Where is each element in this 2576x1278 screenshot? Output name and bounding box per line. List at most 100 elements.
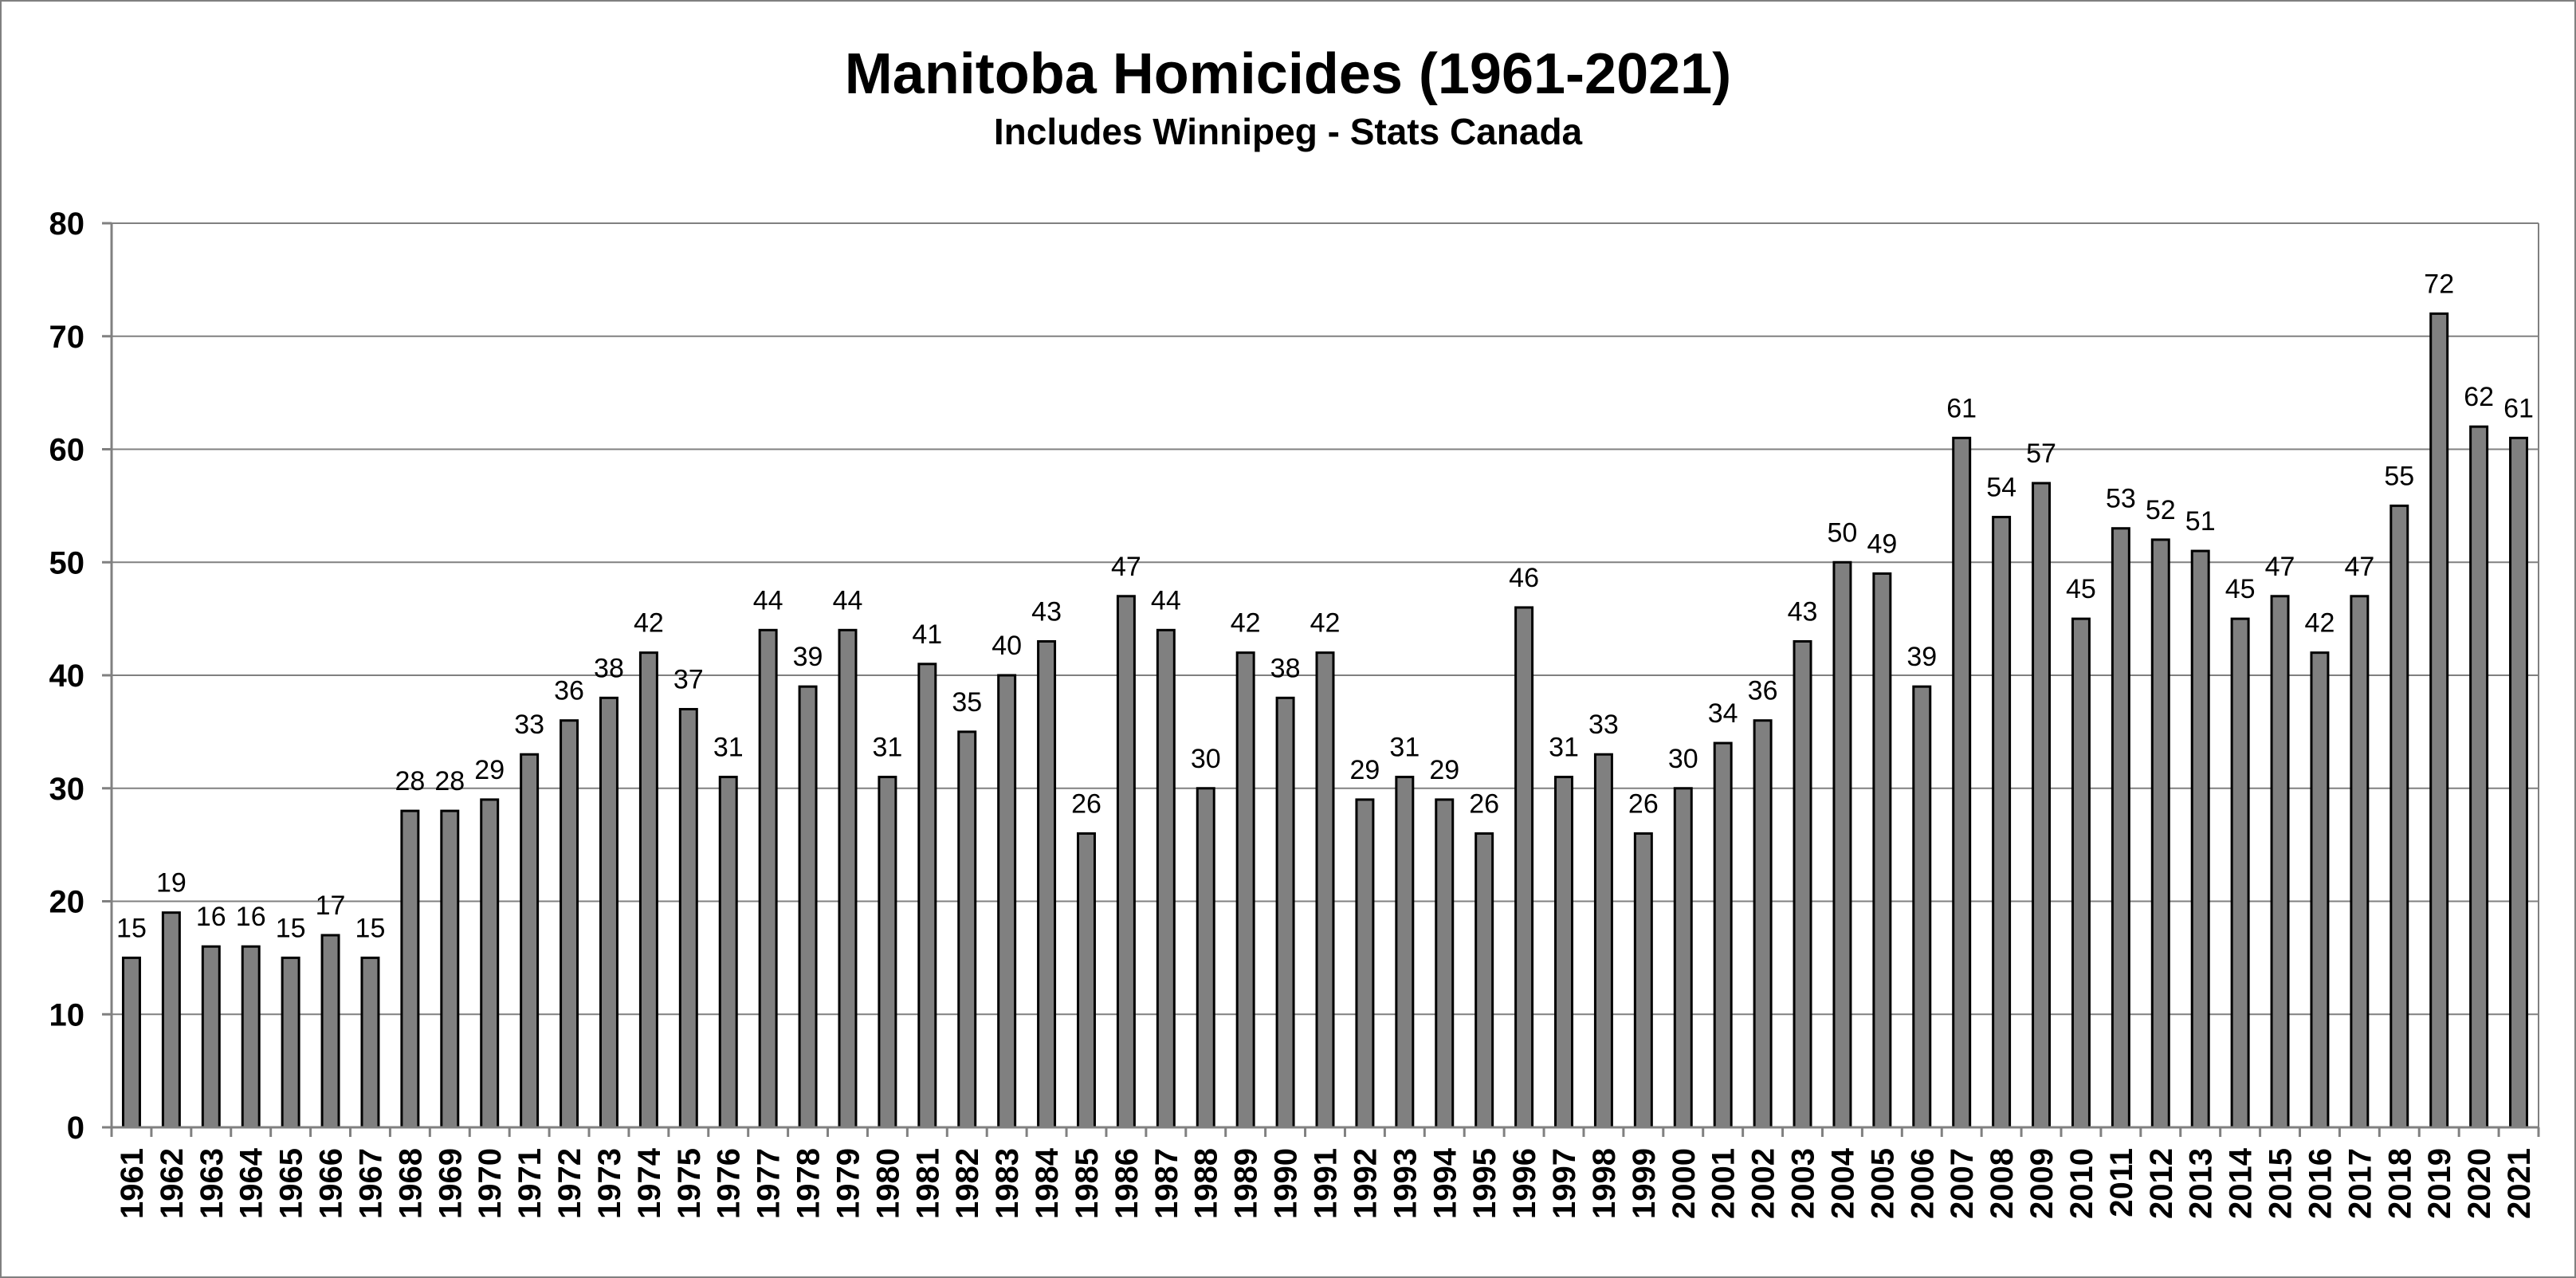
data-label-1998: 33 <box>1588 710 1619 740</box>
bar-2020 <box>2469 425 2489 1129</box>
data-label-1988: 30 <box>1191 744 1221 774</box>
data-label-2019: 72 <box>2424 269 2454 299</box>
data-label-1966: 17 <box>316 891 346 921</box>
bar-1965 <box>281 956 300 1129</box>
bar-1966 <box>320 934 340 1129</box>
x-tick-label-1974: 1974 <box>632 1147 667 1219</box>
bar-2007 <box>1952 436 1972 1129</box>
x-tick-label-1979: 1979 <box>831 1148 866 1219</box>
data-label-1992: 29 <box>1350 755 1380 785</box>
data-label-1973: 38 <box>594 653 624 683</box>
data-label-1972: 36 <box>554 676 584 706</box>
y-tick-label: 30 <box>49 772 85 807</box>
data-label-1995: 26 <box>1469 788 1499 819</box>
bar-1998 <box>1593 753 1613 1129</box>
bar-1986 <box>1116 595 1136 1129</box>
chart-title: Manitoba Homicides (1961-2021) <box>844 42 1732 106</box>
bar-1977 <box>758 628 778 1129</box>
x-tick-label-2002: 2002 <box>1746 1148 1781 1219</box>
data-label-1968: 28 <box>395 766 425 796</box>
data-label-1974: 42 <box>634 608 664 639</box>
data-label-2011: 53 <box>2106 484 2136 514</box>
bar-1983 <box>997 674 1017 1129</box>
chart-subtitle: Includes Winnipeg - Stats Canada <box>993 111 1583 152</box>
data-label-2004: 50 <box>1828 517 1858 548</box>
x-tick-label-2020: 2020 <box>2462 1148 2497 1219</box>
x-tick-label-1964: 1964 <box>234 1147 269 1219</box>
data-label-1963: 16 <box>196 902 226 932</box>
bar-2014 <box>2230 617 2250 1129</box>
bar-1973 <box>599 696 618 1129</box>
data-label-1983: 40 <box>992 631 1022 661</box>
x-tick-label-2003: 2003 <box>1786 1148 1821 1219</box>
bar-2003 <box>1793 639 1812 1129</box>
bar-1978 <box>798 685 818 1129</box>
bar-2006 <box>1912 685 1932 1129</box>
x-tick-label-1963: 1963 <box>194 1148 230 1219</box>
data-label-2006: 39 <box>1906 642 1937 672</box>
data-label-2013: 51 <box>2185 506 2216 537</box>
x-tick-label-1975: 1975 <box>672 1148 707 1219</box>
bar-1980 <box>878 776 897 1129</box>
data-label-2020: 62 <box>2464 382 2494 412</box>
bar-1995 <box>1475 832 1494 1129</box>
bar-1996 <box>1514 606 1534 1129</box>
data-label-2007: 61 <box>1946 393 1977 423</box>
x-tick-label-2009: 2009 <box>2024 1148 2060 1219</box>
bar-2010 <box>2071 617 2091 1129</box>
data-label-2008: 54 <box>1986 473 2016 503</box>
x-tick-label-1981: 1981 <box>910 1148 945 1219</box>
x-tick-label-1966: 1966 <box>314 1148 349 1219</box>
x-tick-label-1978: 1978 <box>791 1148 827 1219</box>
data-label-1976: 31 <box>713 733 744 763</box>
x-tick-label-1999: 1999 <box>1627 1148 1662 1219</box>
data-label-1986: 47 <box>1111 552 1141 582</box>
data-label-1967: 15 <box>355 913 386 943</box>
data-label-1996: 46 <box>1509 563 1539 593</box>
data-label-2017: 47 <box>2344 552 2374 582</box>
bar-2000 <box>1673 787 1693 1129</box>
x-tick-label-1961: 1961 <box>115 1148 150 1219</box>
data-label-1997: 31 <box>1549 733 1579 763</box>
bar-1975 <box>678 708 698 1129</box>
x-tick-label-1976: 1976 <box>712 1148 747 1219</box>
bar-1987 <box>1156 628 1176 1129</box>
data-label-2001: 34 <box>1708 698 1738 729</box>
bar-1971 <box>520 753 540 1129</box>
y-tick-label: 70 <box>49 320 85 355</box>
x-tick-label-2013: 2013 <box>2184 1148 2219 1219</box>
x-tick-label-1994: 1994 <box>1427 1147 1463 1219</box>
data-label-1979: 44 <box>833 585 863 615</box>
x-tick-label-1965: 1965 <box>274 1148 309 1219</box>
data-label-1989: 42 <box>1231 608 1261 639</box>
data-label-2002: 36 <box>1748 676 1778 706</box>
data-label-2000: 30 <box>1668 744 1698 774</box>
x-tick-label-2010: 2010 <box>2064 1148 2099 1219</box>
x-tick-label-1968: 1968 <box>393 1148 428 1219</box>
data-label-2016: 42 <box>2305 608 2335 639</box>
x-tick-label-1995: 1995 <box>1467 1148 1502 1219</box>
x-tick-label-1969: 1969 <box>433 1148 468 1219</box>
data-label-2005: 49 <box>1867 529 1897 559</box>
bar-1968 <box>400 809 420 1129</box>
x-tick-label-1967: 1967 <box>353 1148 388 1219</box>
bar-2004 <box>1832 560 1852 1129</box>
x-tick-label-1987: 1987 <box>1149 1148 1184 1219</box>
x-tick-label-2008: 2008 <box>1985 1148 2020 1219</box>
x-tick-label-1989: 1989 <box>1229 1148 1264 1219</box>
x-tick-label-1973: 1973 <box>592 1148 627 1219</box>
bar-2013 <box>2190 549 2210 1129</box>
bar-1967 <box>360 956 380 1129</box>
data-label-1965: 15 <box>276 913 306 943</box>
x-tick-label-2011: 2011 <box>2104 1148 2139 1217</box>
data-label-1993: 31 <box>1389 733 1420 763</box>
bar-2016 <box>2310 651 2330 1129</box>
data-label-1981: 41 <box>912 619 942 650</box>
x-tick-label-1990: 1990 <box>1269 1148 1304 1219</box>
data-label-2012: 52 <box>2146 495 2176 525</box>
y-tick-label: 50 <box>49 545 85 580</box>
bar-2019 <box>2429 312 2449 1129</box>
x-tick-label-1993: 1993 <box>1388 1148 1423 1219</box>
x-tick-label-1986: 1986 <box>1109 1148 1145 1219</box>
x-tick-label-2015: 2015 <box>2264 1148 2299 1219</box>
